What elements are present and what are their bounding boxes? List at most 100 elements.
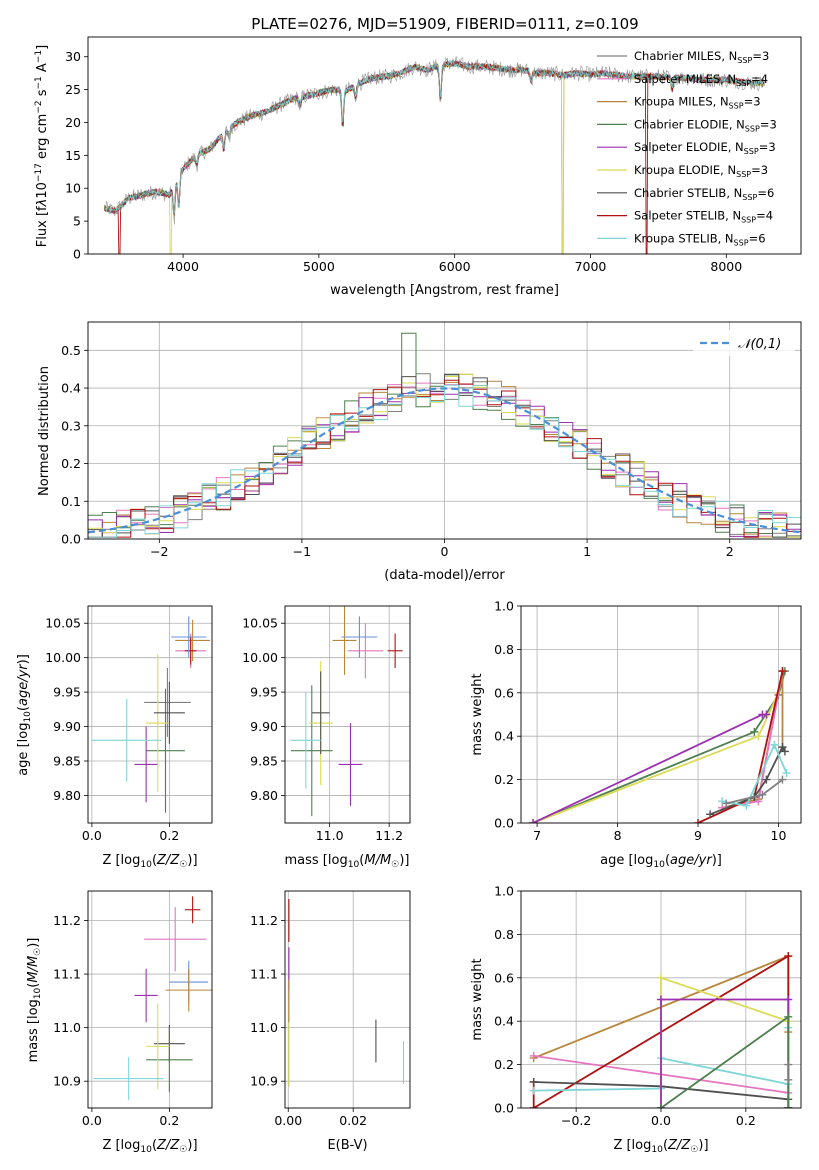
errorbars bbox=[93, 896, 212, 1100]
y-tick-label: 10.05 bbox=[45, 616, 81, 631]
x-tick-label: 0.0 bbox=[651, 1113, 671, 1128]
errorbar-point bbox=[184, 896, 201, 924]
y-tick-label: 11.2 bbox=[250, 913, 278, 928]
y-tick-label: 0.2 bbox=[494, 772, 514, 787]
errorbar-point bbox=[311, 671, 330, 755]
errorbar-point bbox=[175, 619, 211, 662]
axes-frame bbox=[284, 605, 411, 824]
weight-marker bbox=[529, 819, 538, 823]
y-tick-label: 9.85 bbox=[53, 754, 81, 769]
axes-frame bbox=[520, 890, 802, 1109]
y-tick-label: 0.0 bbox=[494, 816, 514, 831]
y-tick-label: 0.4 bbox=[61, 381, 81, 396]
y-tick-label: 10.9 bbox=[250, 1074, 278, 1089]
y-tick-label: 1.0 bbox=[494, 884, 514, 899]
legend-label: Salpeter STELIB, NSSP=4 bbox=[634, 209, 773, 225]
y-tick-label: 0.6 bbox=[494, 970, 514, 985]
figure-title: PLATE=0276, MJD=51909, FIBERID=0111, z=0… bbox=[251, 15, 638, 33]
errorbar-point bbox=[146, 1003, 170, 1090]
x-tick-label: 0.2 bbox=[159, 828, 179, 843]
y-tick-label: 20 bbox=[65, 115, 81, 130]
errorbar-point bbox=[153, 681, 185, 744]
y-tick-label: 0.2 bbox=[494, 1057, 514, 1072]
x-tick-label: 6000 bbox=[439, 259, 471, 274]
weight-marker bbox=[778, 667, 787, 676]
y-tick-label: 10.00 bbox=[242, 650, 278, 665]
age-vs-z-panel: 0.0 0.2 9.80 9.85 9.90 9.95 10.00 10.05 Z [log10… bbox=[16, 605, 213, 870]
x-tick-label: 10 bbox=[771, 828, 787, 843]
y-tick-label: 0.2 bbox=[61, 456, 81, 471]
y-tick-label: 0.6 bbox=[494, 685, 514, 700]
y-tick-label: 10.9 bbox=[53, 1074, 81, 1089]
legend-label: Salpeter ELODIE, NSSP=3 bbox=[634, 140, 776, 156]
errorbar-point bbox=[144, 907, 207, 972]
errorbar-point bbox=[290, 692, 321, 789]
y-tick-label: 9.85 bbox=[250, 754, 278, 769]
x-tick-label: 11.2 bbox=[375, 828, 403, 843]
errorbar-point bbox=[171, 616, 207, 658]
x-tick-label: −1 bbox=[293, 544, 311, 559]
y-tick-label: 9.80 bbox=[250, 788, 278, 803]
axes-frame bbox=[87, 321, 802, 540]
y-tick-label: 15 bbox=[65, 148, 81, 163]
errorbar-point bbox=[146, 654, 170, 792]
axes-frame bbox=[87, 890, 213, 1109]
x-tick-label: 4000 bbox=[167, 259, 199, 274]
errorbar-point bbox=[184, 637, 197, 665]
mass-weight-vs-age-panel: 7 8 9 10 0.0 0.2 0.4 0.6 0.8 1.0 mass weight age [l… bbox=[470, 599, 802, 870]
weight-marker bbox=[770, 740, 779, 749]
weight-lines bbox=[529, 952, 793, 1108]
errorbar-point bbox=[134, 726, 158, 803]
mass-vs-ebv-panel: 0.00 0.02 10.9 11.0 11.1 11.2 E(B-V) bbox=[250, 890, 411, 1153]
weight-marker bbox=[754, 732, 763, 741]
weight-marker bbox=[529, 1077, 538, 1086]
y-tick-label: 11.2 bbox=[53, 913, 81, 928]
y-tick-label: 0.8 bbox=[494, 642, 514, 657]
axes-frame bbox=[87, 36, 802, 255]
y-tick-label: 11.1 bbox=[53, 967, 81, 982]
weight-marker bbox=[529, 1086, 538, 1095]
weight-marker bbox=[782, 769, 791, 778]
y-tick-label: 25 bbox=[65, 82, 81, 97]
y-tick-label: 0.0 bbox=[61, 532, 81, 547]
x-tick-label: 7 bbox=[533, 828, 541, 843]
y-axis-label: mass weight bbox=[470, 673, 485, 755]
x-tick-label: 9 bbox=[694, 828, 702, 843]
mass-weight-vs-z-panel: −0.2 0.0 0.2 0.0 0.2 0.4 0.6 0.8 1.0 mass weight Z… bbox=[470, 884, 802, 1155]
spectrum-lines bbox=[103, 56, 765, 254]
legend-label: Kroupa ELODIE, NSSP=3 bbox=[634, 163, 768, 179]
weight-marker bbox=[778, 743, 787, 752]
y-axis-label: mass weight bbox=[470, 958, 485, 1040]
axes-frame bbox=[284, 890, 411, 1109]
weight-marker bbox=[706, 810, 715, 819]
y-tick-label: 0.0 bbox=[494, 1101, 514, 1116]
x-axis-label: age [log10(age/yr)] bbox=[600, 853, 722, 870]
x-axis-label: (data-model)/error bbox=[384, 568, 505, 583]
x-axis-label: E(B-V) bbox=[327, 1138, 367, 1153]
weight-marker bbox=[722, 799, 731, 808]
weight-marker bbox=[718, 797, 727, 806]
x-tick-label: 0.2 bbox=[736, 1113, 756, 1128]
errorbar-point bbox=[93, 1057, 164, 1100]
y-axis-label: Flux [fλ10−17 erg cm−2 s−1 A−1] bbox=[34, 45, 50, 247]
x-tick-label: 0.0 bbox=[82, 828, 102, 843]
legend-label: Salpeter MILES, NSSP=4 bbox=[634, 72, 768, 88]
legend: Chabrier MILES, NSSP=3 Salpeter MILES, NS… bbox=[597, 49, 777, 247]
weight-series-line bbox=[721, 742, 788, 807]
y-axis-label: Normed distribution bbox=[37, 366, 52, 496]
legend-box bbox=[693, 330, 795, 356]
x-tick-label: 8000 bbox=[710, 259, 742, 274]
weight-marker bbox=[750, 727, 759, 736]
y-tick-label: 0.3 bbox=[61, 418, 81, 433]
errorbar-point bbox=[146, 688, 185, 813]
errorbar-point bbox=[338, 723, 363, 806]
spectrum-data-line bbox=[104, 56, 765, 225]
y-tick-label: 11.0 bbox=[53, 1020, 81, 1035]
errorbar-point bbox=[146, 1027, 193, 1092]
weight-marker bbox=[657, 995, 665, 1004]
y-tick-label: 0.4 bbox=[494, 729, 514, 744]
y-tick-label: 0.8 bbox=[494, 927, 514, 942]
residual-histogram-panel: −2 −1 0 1 2 0.0 0.1 0.2 0.3 0.4 0.5 (data-model)/er… bbox=[37, 321, 802, 583]
legend-label: Chabrier MILES, NSSP=3 bbox=[634, 49, 769, 65]
